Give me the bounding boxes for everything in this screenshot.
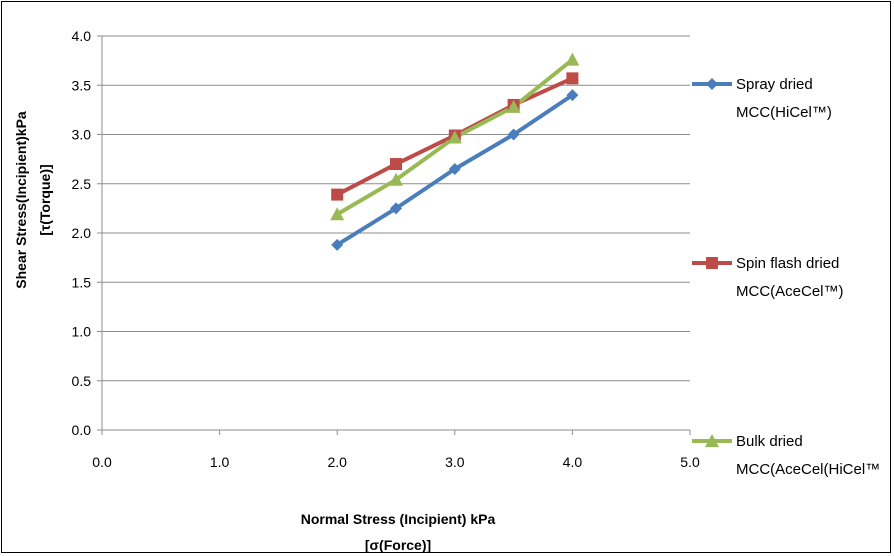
legend: Spray dried MCC(HiCel™) Spin flash dried MC… [692,76,880,478]
y-tick-label-5: 2.5 [72,176,92,192]
legend-marker-2 [705,434,719,447]
x-tick-label-3: 3.0 [445,454,465,470]
y-tick-label-0: 0.0 [72,422,92,438]
data-point-s2-1 [389,172,403,186]
y-tick-label-4: 2.0 [72,225,92,241]
data-point-s2-4 [565,52,580,66]
y-axis-title-line-2: [τ(Torque)] [37,164,53,235]
data-point-s0-4 [566,89,579,102]
y-tick-label-1: 0.5 [72,373,92,389]
data-point-s0-0 [331,238,344,251]
legend-label-1-line-1: MCC(AceCel™) [736,283,844,300]
legend-label-1-line-0: Spin flash dried [736,255,839,272]
x-axis-title-line-2: [σ(Force)] [365,537,431,553]
axes [97,35,691,435]
tick-labels: 0.0 0.5 1.0 1.5 2.0 2.5 3.0 3.5 4.0 0.0 1.0 2.0 3.0 4… [72,28,700,470]
legend-label-0-line-0: Spray dried [736,76,813,93]
x-axis-title-line-1: Normal Stress (Incipient) kPa [301,511,496,527]
x-tick-label-2: 2.0 [327,454,347,470]
legend-marker-1 [706,257,718,269]
y-tick-label-3: 1.5 [72,274,92,290]
y-tick-label-2: 1.0 [72,324,92,340]
y-tick-label-8: 4.0 [72,28,92,44]
data-point-s1-1 [390,158,402,171]
y-tick-label-6: 3.0 [72,127,92,143]
gridlines [102,35,690,382]
x-tick-label-4: 4.0 [563,454,583,470]
legend-label-2-line-0: Bulk dried [736,433,803,450]
y-axis-title-line-1: Shear Stress(Incipient)kPa [13,111,29,289]
legend-label-2-line-1: MCC(AceCel(HiCel™ [736,461,880,478]
legend-label-0-line-1: MCC(HiCel™) [736,104,832,121]
y-tick-label-7: 3.5 [72,77,92,93]
data-series [330,52,580,251]
x-tick-label-1: 1.0 [210,454,230,470]
x-tick-label-0: 0.0 [92,454,112,470]
data-point-s2-0 [330,207,345,221]
data-point-s1-0 [331,188,344,201]
data-point-s2-2 [447,130,462,144]
data-point-s0-3 [507,128,520,141]
data-point-s0-1 [390,202,402,215]
x-tick-label-5: 5.0 [680,454,700,470]
data-point-s0-2 [448,162,461,175]
legend-marker-0 [706,78,718,90]
data-point-s1-4 [566,72,579,85]
data-point-s2-3 [506,99,521,113]
